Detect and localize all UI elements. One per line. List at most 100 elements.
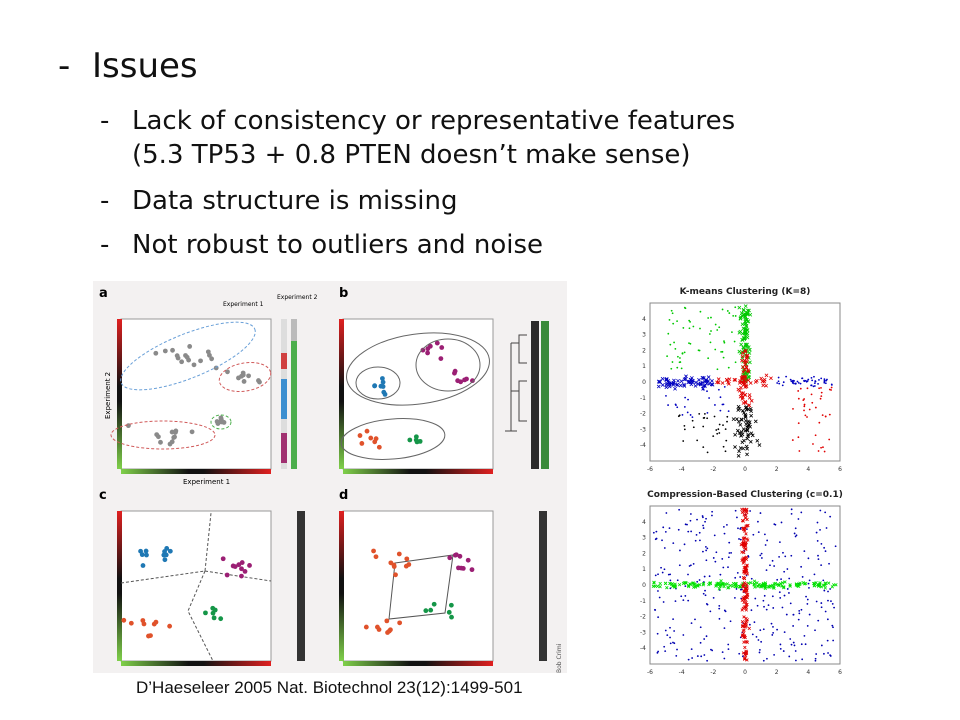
kmeans-point	[734, 306, 737, 309]
compression-point	[738, 652, 741, 655]
compression-point	[759, 629, 762, 632]
compression-point	[687, 530, 690, 533]
kmeans-point	[724, 450, 727, 453]
compression-point	[690, 622, 693, 625]
compression-point	[668, 581, 672, 586]
kmeans-point	[737, 431, 742, 435]
kmeans-point	[760, 379, 765, 384]
kmeans-point	[743, 362, 748, 367]
cluster-outline	[110, 420, 216, 450]
compression-point	[723, 627, 726, 630]
compression-point	[711, 510, 714, 513]
compression-point	[695, 533, 698, 536]
y-tick-label: 4	[642, 519, 646, 526]
bullet-2: - Data structure is missing	[100, 184, 457, 218]
compression-point	[797, 584, 801, 589]
kmeans-point	[691, 416, 694, 419]
compression-point	[745, 593, 750, 597]
compression-point	[815, 531, 818, 534]
point-gray	[236, 375, 241, 381]
kmeans-point	[706, 411, 709, 414]
kmeans-point	[682, 377, 687, 382]
kmeans-point	[709, 341, 712, 344]
point-gray	[172, 434, 177, 440]
compression-point	[744, 590, 749, 594]
kmeans-point	[743, 304, 748, 309]
compression-point	[783, 580, 787, 584]
kmeans-point	[797, 381, 800, 384]
point-green	[428, 607, 434, 613]
kmeans-point	[818, 421, 821, 424]
kmeans-point	[803, 405, 806, 408]
compression-point	[654, 574, 657, 577]
kmeans-point	[675, 404, 677, 407]
kmeans-point	[688, 327, 691, 330]
kmeans-point	[824, 415, 827, 418]
kmeans-point	[698, 412, 701, 415]
kmeans-point	[707, 317, 710, 319]
kmeans-point	[734, 361, 737, 364]
compression-point	[689, 519, 692, 522]
panel-a-points	[110, 321, 272, 450]
y-tick-label: -3	[640, 629, 646, 636]
kmeans-point	[657, 380, 661, 384]
compression-point	[766, 584, 770, 589]
panel-b-yscale	[339, 319, 344, 469]
x-tick-label: -4	[679, 669, 685, 676]
compression-point	[807, 582, 810, 585]
kmeans-point	[683, 428, 686, 431]
compression-point	[744, 608, 749, 612]
compression-point	[715, 551, 718, 554]
compression-point	[786, 568, 789, 570]
compression-point	[718, 607, 721, 610]
compression-point	[740, 598, 744, 602]
compression-point	[820, 602, 823, 604]
kmeans-point	[740, 408, 745, 413]
compression-point	[692, 562, 695, 565]
compression-point	[665, 586, 669, 590]
kmeans-point	[703, 379, 707, 384]
compression-point	[798, 612, 801, 615]
compression-point	[825, 527, 828, 529]
kmeans-point	[755, 438, 760, 443]
kmeans-point	[744, 365, 749, 370]
kmeans-point	[702, 388, 705, 391]
compression-point	[745, 582, 749, 587]
compression-point	[814, 629, 816, 632]
compression-point	[689, 513, 692, 515]
kmeans-point	[811, 401, 814, 404]
compression-point	[826, 581, 831, 585]
panel-d-heatmap	[539, 511, 547, 661]
compression-point	[702, 592, 705, 595]
kmeans-point	[820, 386, 822, 389]
compression-point	[758, 648, 761, 651]
compression-point	[740, 633, 745, 637]
kmeans-point	[749, 431, 754, 436]
heading-bullet: - Issues	[58, 46, 198, 86]
kmeans-point	[684, 396, 687, 399]
kmeans-point	[743, 405, 748, 410]
kmeans-point	[736, 387, 741, 392]
cluster-outline	[346, 332, 490, 406]
kmeans-point	[810, 377, 813, 379]
kmeans-point	[656, 384, 661, 389]
compression-point	[788, 592, 790, 594]
y-tick-label: 4	[642, 316, 646, 323]
y-tick-label: -1	[640, 598, 646, 605]
kmeans-point	[743, 316, 748, 321]
compression-point	[805, 595, 807, 598]
compression-point	[824, 550, 827, 553]
compression-point	[738, 584, 743, 588]
compression-point	[814, 657, 817, 660]
kmeans-point	[802, 399, 805, 402]
kmeans-point	[718, 432, 721, 434]
x-tick-label: 6	[838, 669, 842, 676]
compression-point	[740, 608, 744, 612]
point-purple	[464, 376, 469, 382]
compression-point	[798, 581, 802, 585]
kmeans-point	[814, 406, 817, 409]
compression-point	[727, 643, 730, 646]
compression-point	[743, 542, 748, 547]
kmeans-point	[819, 397, 822, 400]
point-purple	[232, 564, 238, 570]
